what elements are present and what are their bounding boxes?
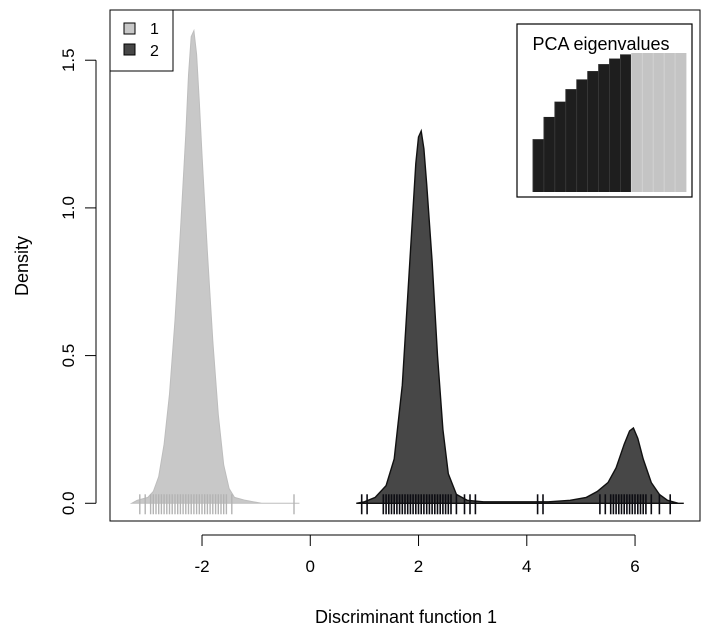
eigenvalue-bar-5 [565,89,578,192]
legend-label-2: 2 [150,43,159,60]
eigenvalue-bar-2 [532,139,545,192]
y-axis: 0.0 0.5 1.0 1.5 [59,48,97,515]
x-tick-label-1: 0 [306,557,315,576]
x-tick-label-4: 6 [630,557,639,576]
density-area-1 [129,28,300,504]
y-axis-label: Density [12,236,32,296]
y-tick-label-0: 0.0 [59,491,78,515]
legend-swatch-1 [123,22,136,35]
eigenvalue-bar-6 [576,79,588,192]
eigenvalue-bar-7 [587,71,599,192]
eigenvalue-bar-4 [554,101,567,192]
legend-swatch-2 [123,43,136,56]
plot-frame [109,9,701,522]
eigenvalue-bar-11 [631,53,643,192]
legend-label-1: 1 [150,21,159,38]
legend: 1 2 [109,9,174,72]
inset-title: PCA eigenvalues [532,34,669,54]
inset-bars [532,53,687,193]
x-axis-label: Discriminant function 1 [315,607,497,627]
eigenvalue-bar-14 [664,53,676,192]
x-tick-label-0: -2 [194,557,209,576]
y-tick-label-2: 1.0 [59,196,78,220]
series-layer [129,28,684,504]
eigenvalue-bar-8 [598,64,610,192]
eigenvalue-bar-10 [620,54,632,192]
eigenvalue-bar-9 [609,58,621,193]
density-area-2 [356,128,684,504]
x-tick-label-2: 2 [414,557,423,576]
eigenvalue-bar-3 [543,116,556,192]
x-axis: -2 0 2 4 6 [194,534,640,576]
legend-box [109,9,174,72]
y-tick-label-1: 0.5 [59,344,78,368]
eigenvalue-bar-13 [653,53,665,192]
y-tick-label-3: 1.5 [59,48,78,72]
rug-layer [139,494,672,515]
inset-pca-eigenvalues: PCA eigenvalues [516,23,693,198]
x-tick-label-3: 4 [522,557,531,576]
eigenvalue-bar-15 [675,53,687,192]
eigenvalue-bar-12 [642,53,654,192]
